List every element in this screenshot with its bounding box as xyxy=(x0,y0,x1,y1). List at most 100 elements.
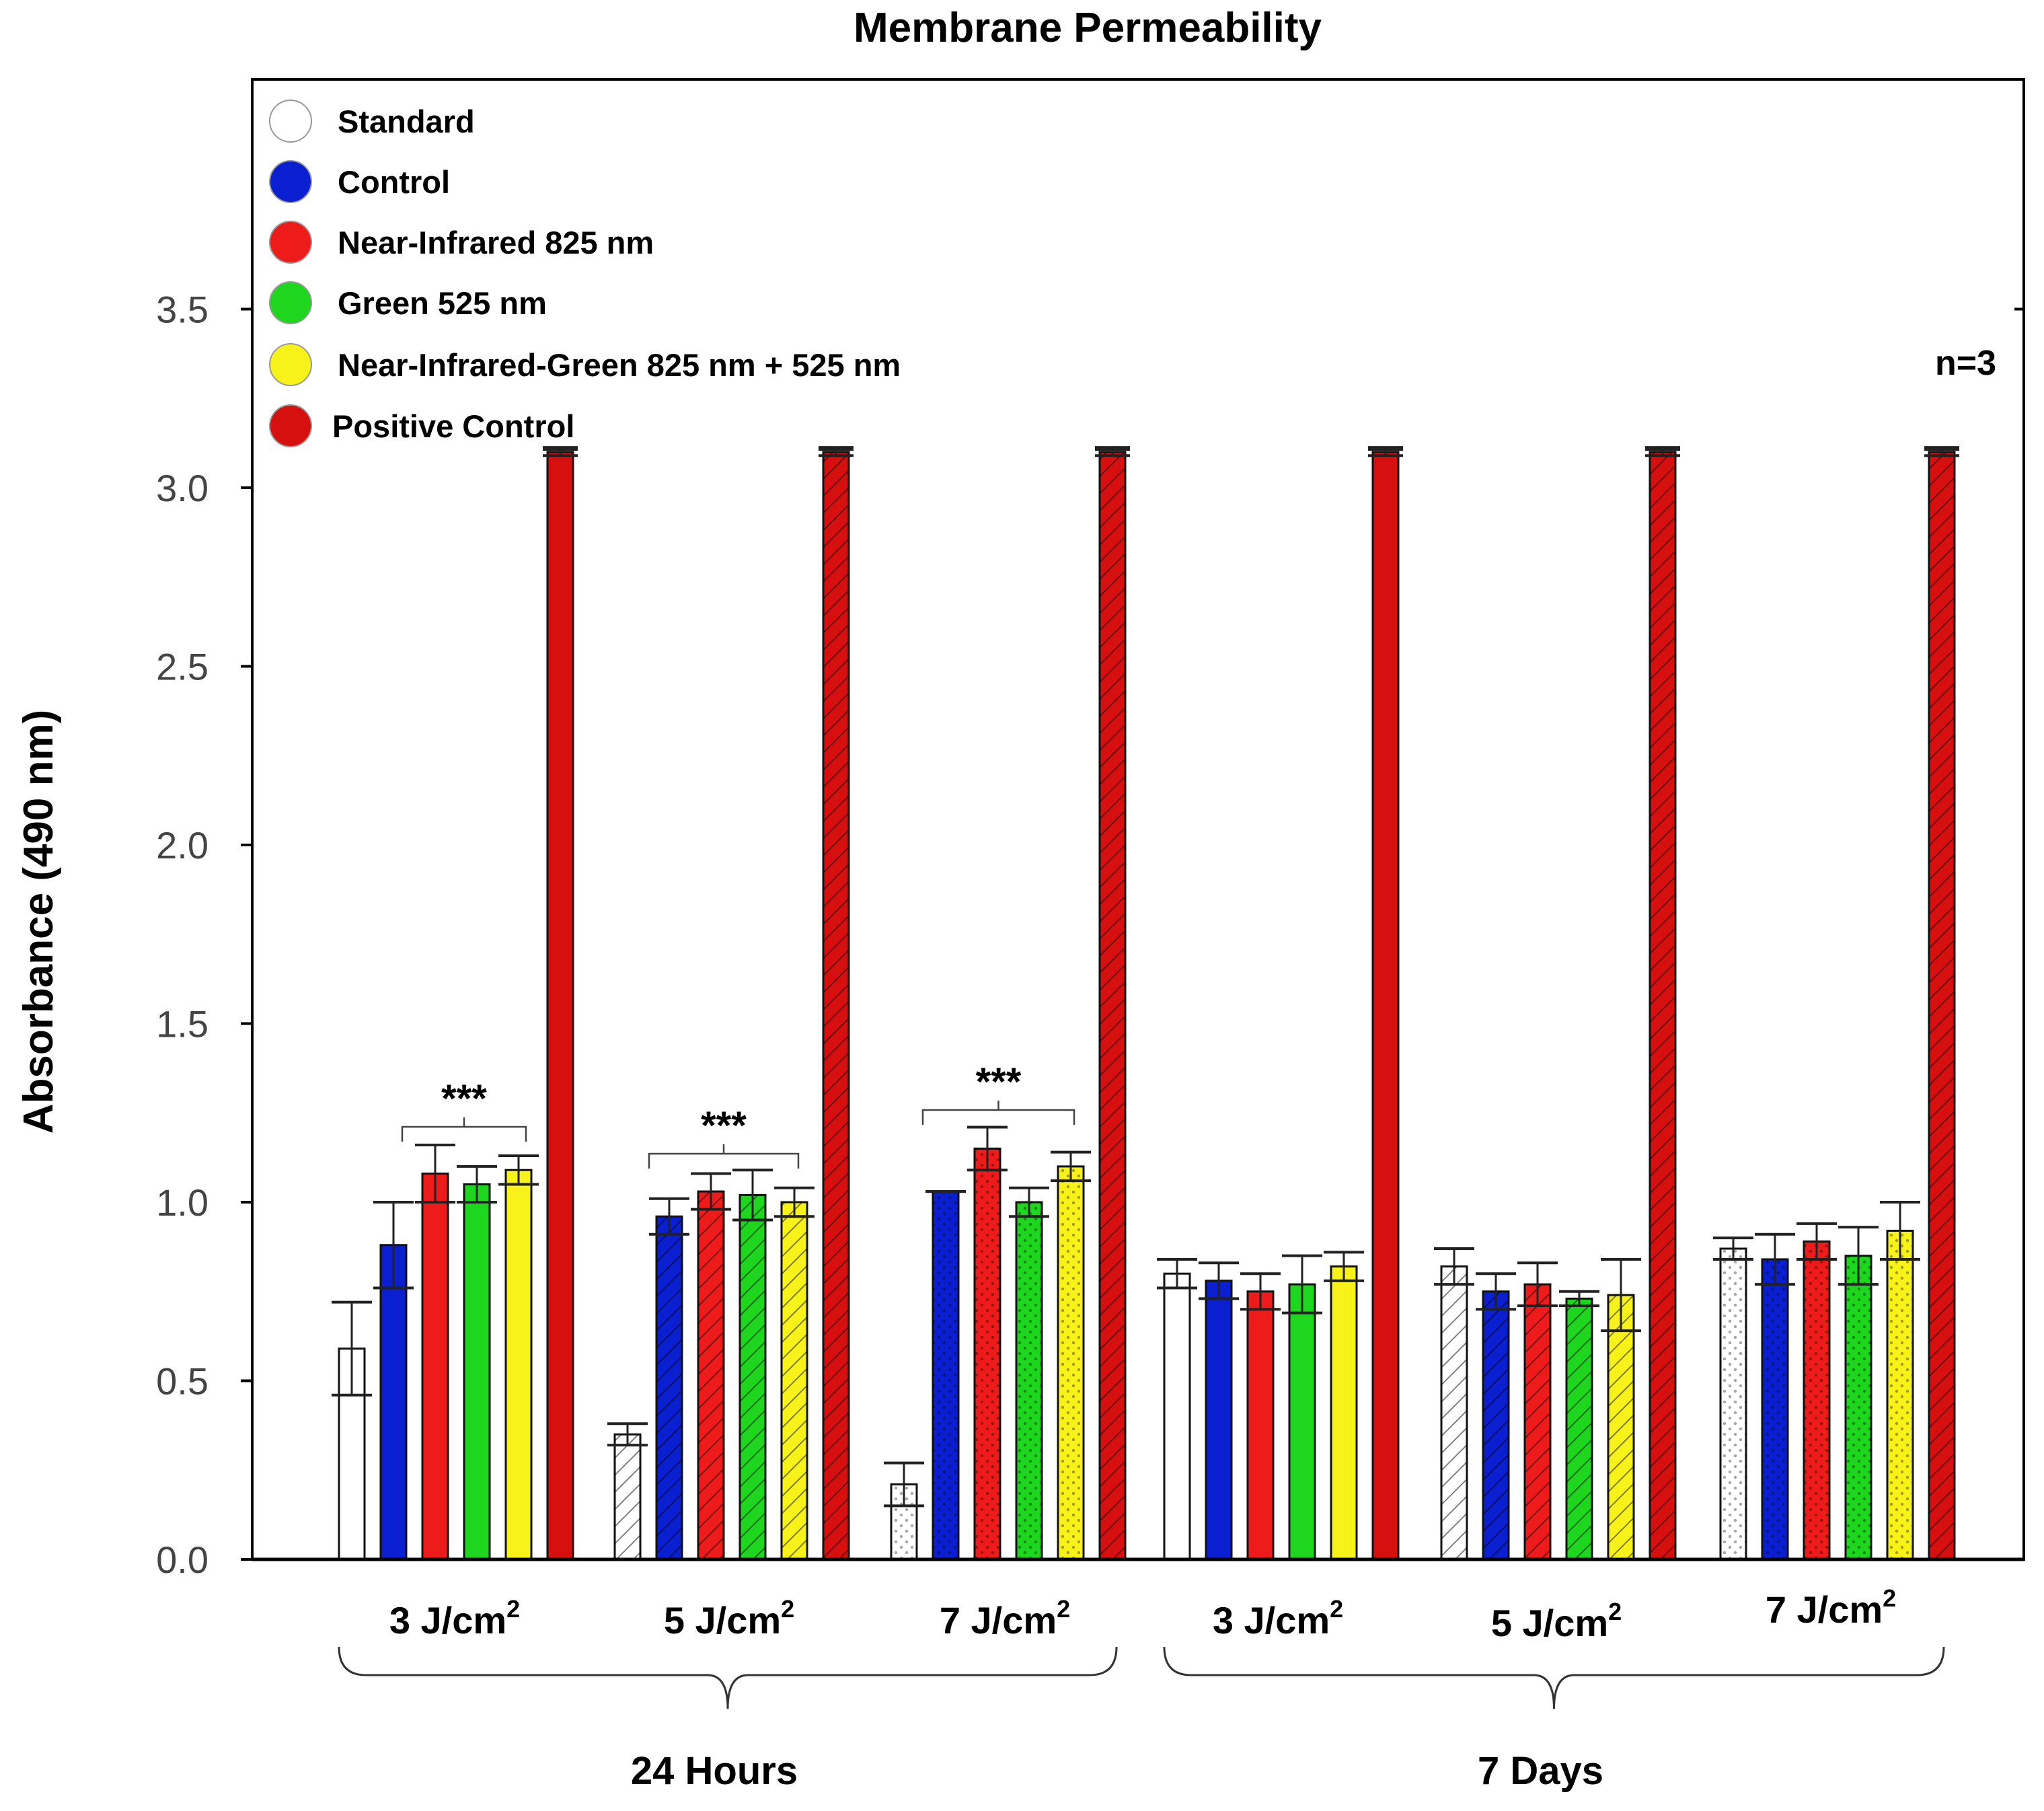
bar-green-525-nm-1 xyxy=(463,1183,491,1561)
y-tick-label: 0.5 xyxy=(156,1360,209,1403)
error-bar xyxy=(1324,1251,1364,1282)
legend-label: Near-Infrared-Green 825 nm + 525 nm xyxy=(338,347,901,383)
error-bar xyxy=(1282,1254,1322,1315)
bar-texture xyxy=(1887,1230,1913,1559)
n-annotation: n=3 xyxy=(1935,344,1996,383)
error-bar xyxy=(1051,1150,1091,1183)
bar-texture xyxy=(1100,451,1125,1559)
bar-texture xyxy=(1566,1298,1592,1559)
bar-texture xyxy=(823,451,849,1559)
legend-item: Standard xyxy=(269,100,475,143)
bar-texture xyxy=(933,1191,958,1559)
error-bar xyxy=(1796,1222,1837,1261)
error-bar xyxy=(1095,446,1130,457)
bar-texture xyxy=(1608,1295,1634,1559)
bar-green-525-nm-4 xyxy=(1288,1283,1316,1561)
legend-label: Near-Infrared 825 nm xyxy=(338,225,654,260)
significance-label: *** xyxy=(976,1060,1022,1104)
bar-texture xyxy=(615,1434,640,1559)
error-bar xyxy=(1240,1272,1281,1311)
category-label: 7 J/cm2 xyxy=(940,1595,1070,1641)
annotations: *** *** *** xyxy=(401,1060,1075,1169)
chart-title: Membrane Permeability xyxy=(854,5,1322,51)
legend-item: Near-Infrared 825 nm xyxy=(269,221,654,264)
bar-texture xyxy=(1929,451,1955,1559)
error-bar xyxy=(498,1154,539,1186)
bar-texture xyxy=(656,1216,682,1559)
error-bar xyxy=(1713,1236,1753,1261)
y-axis-label: Absorbance (490 nm) xyxy=(15,710,62,1134)
bar-near-infrared-green-825-nm-525-nm-1 xyxy=(504,1169,533,1561)
bar-texture xyxy=(1650,451,1675,1559)
error-bar xyxy=(1559,1290,1599,1307)
error-bar xyxy=(373,1201,414,1290)
error-bar xyxy=(1517,1261,1558,1307)
bar-texture xyxy=(1525,1284,1550,1559)
time-group-label: 7 Days xyxy=(1478,1749,1603,1793)
bar-texture xyxy=(1846,1255,1871,1559)
bar-texture xyxy=(1016,1202,1042,1559)
error-bar xyxy=(1368,446,1403,457)
error-bar xyxy=(1924,446,1959,457)
bar-standard-4 xyxy=(1163,1272,1191,1561)
y-tick-label: 0.0 xyxy=(156,1539,209,1581)
time-group-label: 24 Hours xyxy=(631,1749,798,1793)
legend-swatch xyxy=(269,281,312,324)
category-label: 5 J/cm2 xyxy=(664,1595,794,1641)
y-axis: 0.0 0.5 1.0 1.5 2.0 2.5 3.0 3.5 xyxy=(156,289,2024,1581)
error-bar xyxy=(1009,1186,1049,1218)
time-group-brace: 7 Days xyxy=(1163,1646,1945,1793)
legend-swatch xyxy=(269,404,312,447)
legend: Standard Control Near-Infrared 825 nm Green… xyxy=(269,100,901,447)
y-tick-label: 1.5 xyxy=(156,1003,209,1045)
category-label: 5 J/cm2 xyxy=(1491,1598,1622,1644)
significance-label: *** xyxy=(701,1104,747,1148)
category-label: 3 J/cm2 xyxy=(1213,1595,1343,1641)
error-bar xyxy=(1434,1247,1474,1286)
bar-positive-control-1 xyxy=(546,451,574,1561)
significance-bracket: *** xyxy=(921,1060,1075,1125)
bar-control-1 xyxy=(379,1244,408,1561)
error-bar xyxy=(732,1169,773,1222)
x-axis: 3 J/cm2 5 J/cm2 7 J/cm2 3 J/cm2 5 J/cm2 7 J/c… xyxy=(252,1557,2024,1793)
error-bar xyxy=(819,446,854,457)
bar-texture xyxy=(782,1202,807,1559)
bar-near-infrared-green-825-nm-525-nm-4 xyxy=(1330,1265,1358,1561)
error-bar xyxy=(1838,1226,1879,1286)
error-bar xyxy=(1601,1257,1641,1333)
bar-control-4 xyxy=(1205,1280,1233,1561)
y-tick-label: 3.5 xyxy=(156,289,209,331)
error-bar xyxy=(1199,1261,1239,1300)
bar-texture xyxy=(1762,1259,1788,1559)
y-tick-label: 2.0 xyxy=(156,824,209,866)
legend-label: Control xyxy=(338,164,450,200)
error-bar xyxy=(1157,1257,1197,1290)
bar-positive-control-4 xyxy=(1371,451,1400,1561)
bar-texture xyxy=(1483,1291,1509,1559)
significance-label: *** xyxy=(441,1077,487,1121)
error-bar xyxy=(1645,446,1680,457)
legend-swatch xyxy=(269,160,312,203)
legend-item: Positive Control xyxy=(269,404,574,447)
error-bar xyxy=(543,446,578,457)
legend-label: Green 525 nm xyxy=(338,285,547,321)
bar-texture xyxy=(975,1148,1000,1559)
error-bar xyxy=(691,1172,731,1211)
legend-swatch xyxy=(269,221,312,264)
error-bar xyxy=(967,1125,1008,1172)
bar-texture xyxy=(740,1195,765,1559)
error-bar xyxy=(774,1186,815,1218)
error-bar xyxy=(884,1461,924,1508)
y-tick-label: 1.0 xyxy=(156,1181,209,1224)
legend-label: Standard xyxy=(338,104,475,139)
legend-swatch xyxy=(269,343,312,386)
error-bar xyxy=(332,1300,372,1397)
bar-texture xyxy=(1441,1266,1467,1559)
legend-item: Control xyxy=(269,160,450,203)
bar-texture xyxy=(1804,1241,1829,1559)
error-bar xyxy=(1476,1272,1516,1311)
bar-texture xyxy=(1720,1249,1746,1559)
y-tick-label: 3.0 xyxy=(156,467,209,509)
significance-bracket: *** xyxy=(401,1077,527,1142)
